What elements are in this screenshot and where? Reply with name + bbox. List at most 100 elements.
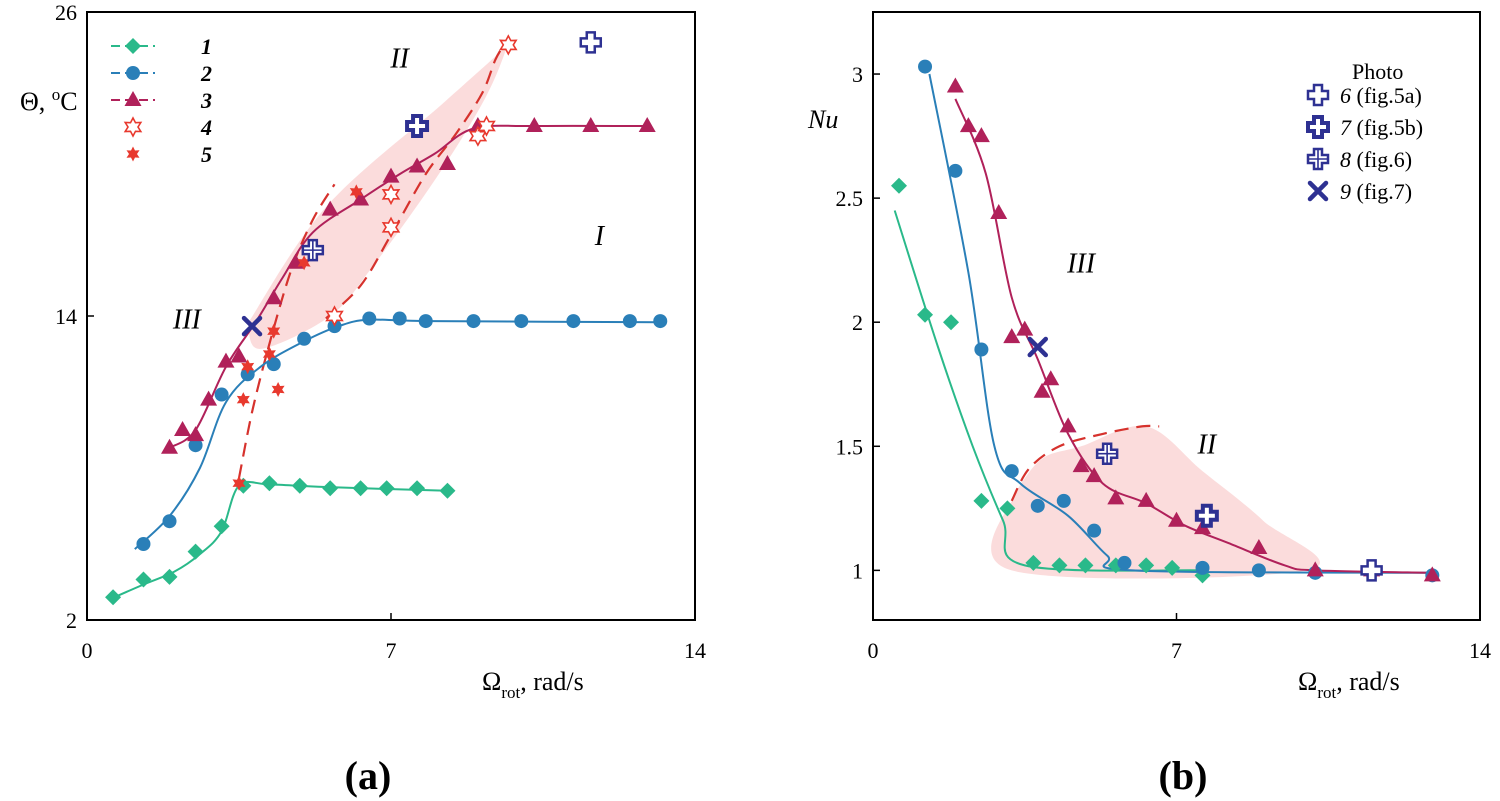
- region-label-iii: III: [1066, 249, 1097, 280]
- fit-curve-series-3: [954, 98, 1433, 574]
- data-markers: [891, 59, 1441, 584]
- data-point-series-2: [1117, 555, 1132, 570]
- data-point-series-2: [266, 357, 281, 372]
- data-point-series-2: [136, 537, 151, 551]
- data-point-series-3: [174, 421, 192, 436]
- data-point-series-5: [267, 323, 281, 339]
- data-point-series-1: [439, 482, 456, 499]
- legend-marker: [1306, 83, 1330, 107]
- legend-entry-8: 8 (fig.6): [1306, 147, 1412, 172]
- data-point-series-2: [514, 314, 529, 329]
- region-label-iii: III: [172, 305, 203, 336]
- data-point-series-3: [1250, 539, 1268, 555]
- y-tick-label: 2: [852, 310, 863, 335]
- data-point-series-2: [622, 314, 637, 329]
- data-point-series-1: [187, 543, 204, 560]
- data-point-series-7: [405, 114, 430, 138]
- legend-marker: [1306, 115, 1330, 139]
- data-point-series-1: [891, 177, 908, 194]
- data-point-series-7: [1194, 503, 1219, 528]
- data-point-series-3: [1059, 417, 1077, 433]
- y-axis-label: Θ, oC: [20, 85, 78, 116]
- data-point-series-5: [232, 475, 246, 491]
- region-label-i: I: [594, 221, 606, 252]
- legend: Photo 6 (fig.5a) 7 (fig.5b) 8 (fig.6) 9 (fi…: [1306, 59, 1423, 204]
- x-axis-label: Ωrot, rad/s: [1298, 667, 1400, 702]
- dashed-boundary-1: [237, 183, 336, 479]
- legend-marker: [1307, 180, 1329, 202]
- data-point-series-1: [322, 480, 339, 497]
- legend-marker: [126, 66, 140, 80]
- legend-label: 9 (fig.7): [1340, 179, 1412, 204]
- data-point-series-1: [943, 314, 960, 331]
- region-ii-shading: [991, 425, 1321, 579]
- data-point-series-1: [1138, 557, 1155, 574]
- y-tick-label: 26: [55, 0, 77, 25]
- y-tick-label: 1.5: [836, 434, 864, 459]
- data-point-series-3: [200, 390, 218, 406]
- region-shading: [991, 425, 1321, 579]
- data-point-series-2: [1195, 560, 1210, 575]
- x-tick-label: 14: [684, 638, 706, 663]
- data-point-series-3: [638, 117, 656, 132]
- region-ii-shading: [247, 39, 510, 349]
- data-point-series-3: [1423, 566, 1441, 582]
- y-tick-label: 3: [852, 62, 863, 87]
- data-point-series-3: [321, 200, 339, 216]
- data-point-series-2: [1056, 493, 1071, 508]
- legend-label: 2: [200, 61, 212, 86]
- data-point-series-1: [1164, 559, 1181, 576]
- data-point-series-5: [297, 255, 311, 271]
- region-label-ii: II: [389, 44, 410, 75]
- legend-entry-2: 2: [111, 61, 212, 86]
- data-point-series-2: [1251, 563, 1266, 578]
- data-point-series-3: [1306, 561, 1324, 577]
- data-point-series-1: [999, 500, 1016, 517]
- x-tick-label: 14: [1469, 638, 1491, 663]
- data-point-series-1: [352, 480, 369, 497]
- data-point-series-3: [161, 438, 179, 454]
- legend-marker: [1306, 147, 1330, 171]
- region-label-ii: II: [1197, 430, 1218, 461]
- y-tick-label: 14: [55, 304, 77, 329]
- data-point-series-2: [1030, 498, 1045, 513]
- fit-curve-series-1: [893, 210, 1203, 572]
- data-point-series-5: [271, 382, 285, 397]
- data-point-series-5: [349, 184, 363, 200]
- data-point-series-3: [1085, 467, 1103, 483]
- dashed-boundary-2: [325, 44, 505, 320]
- data-point-series-3: [230, 347, 248, 363]
- data-point-series-3: [1137, 491, 1155, 507]
- legend-entry-9: 9 (fig.7): [1307, 179, 1412, 204]
- legend-entry-4: 4: [123, 115, 212, 140]
- legend-label: 6 (fig.5a): [1340, 83, 1422, 108]
- data-point-series-2: [392, 311, 407, 326]
- y-tick-label: 2.5: [836, 186, 864, 211]
- data-point-series-4: [381, 216, 401, 238]
- legend-entry-5: 5: [126, 142, 212, 167]
- data-point-series-2: [948, 163, 963, 178]
- data-point-series-2: [188, 438, 203, 453]
- data-point-series-1: [378, 480, 395, 497]
- data-point-series-6: [1360, 559, 1383, 582]
- data-point-series-3: [265, 289, 283, 305]
- data-point-series-3: [1003, 328, 1021, 344]
- legend-marker: [123, 116, 143, 138]
- data-point-series-3: [382, 167, 400, 183]
- legend-label: 5: [201, 142, 212, 167]
- data-point-series-4: [381, 183, 401, 206]
- data-point-series-3: [217, 352, 235, 368]
- legend-marker: [126, 146, 140, 162]
- data-point-series-2: [466, 314, 481, 329]
- data-point-series-3: [525, 117, 543, 132]
- fit-curve-series-2: [134, 318, 661, 550]
- data-point-series-4: [499, 34, 518, 56]
- x-tick-label: 7: [386, 638, 397, 663]
- data-point-series-1: [1051, 557, 1068, 574]
